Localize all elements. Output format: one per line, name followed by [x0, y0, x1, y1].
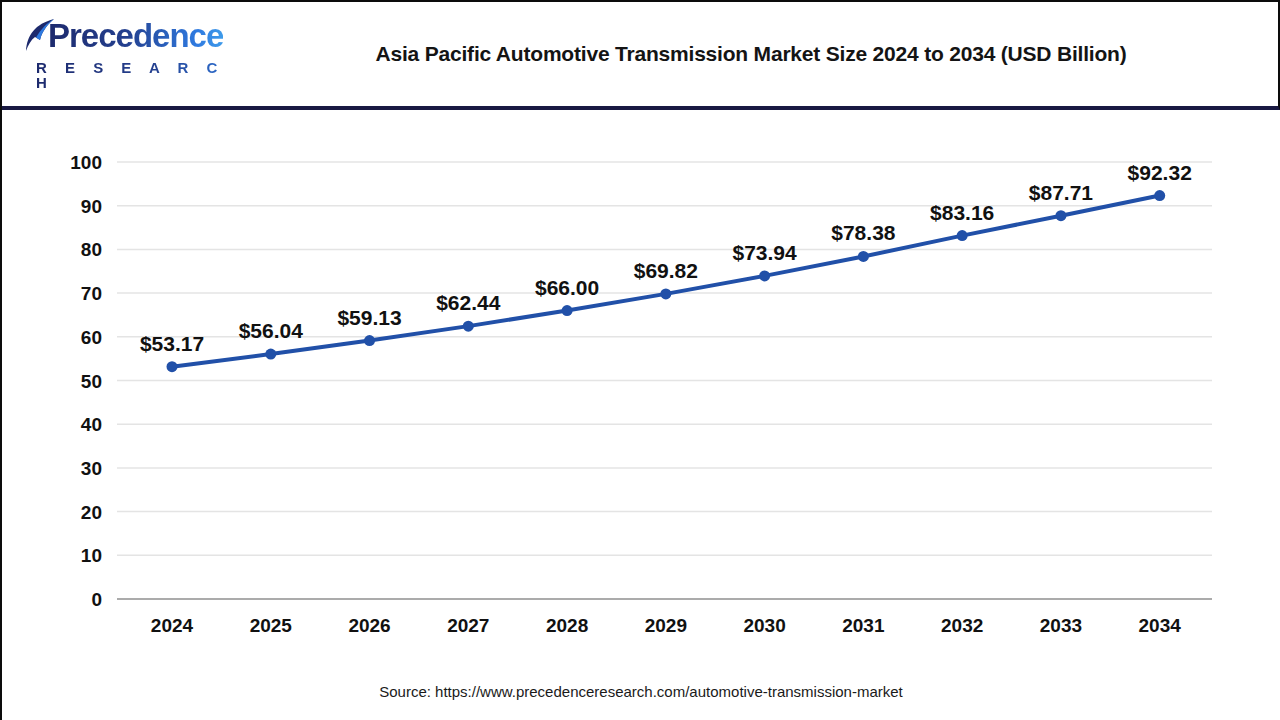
x-tick-label: 2025: [250, 615, 293, 636]
y-tick-label: 30: [81, 458, 102, 479]
y-tick-label: 60: [81, 327, 102, 348]
x-tick-label: 2033: [1040, 615, 1082, 636]
data-point: [463, 321, 474, 332]
data-point-label: $92.32: [1128, 161, 1192, 184]
market-size-line-chart: 0102030405060708090100202420252026202720…: [2, 110, 1280, 680]
x-tick-label: 2027: [447, 615, 489, 636]
data-point-label: $56.04: [239, 319, 304, 342]
data-point: [858, 251, 869, 262]
x-tick-label: 2028: [546, 615, 588, 636]
logo-quill-icon: [22, 17, 58, 57]
y-tick-label: 90: [81, 196, 102, 217]
data-point-label: $62.44: [436, 291, 501, 314]
x-tick-label: 2029: [645, 615, 687, 636]
data-point: [1154, 190, 1165, 201]
x-tick-label: 2034: [1139, 615, 1182, 636]
y-tick-label: 50: [81, 371, 102, 392]
data-point-label: $73.94: [733, 241, 798, 264]
y-tick-label: 40: [81, 414, 102, 435]
source-text: Source: https://www.precedenceresearch.c…: [2, 683, 1280, 700]
data-point: [167, 361, 178, 372]
header: Precedence R E S E A R C H Asia Pacific …: [2, 0, 1280, 110]
data-point-label: $69.82: [634, 259, 698, 282]
precedence-research-logo: Precedence R E S E A R C H: [2, 19, 250, 90]
logo-subtext: R E S E A R C H: [36, 60, 250, 90]
y-tick-label: 80: [81, 239, 102, 260]
data-point-label: $59.13: [337, 306, 401, 329]
page: Precedence R E S E A R C H Asia Pacific …: [0, 0, 1280, 720]
x-tick-label: 2026: [348, 615, 390, 636]
x-tick-label: 2024: [151, 615, 194, 636]
data-point-label: $83.16: [930, 201, 994, 224]
data-point-label: $78.38: [831, 221, 896, 244]
y-tick-label: 10: [81, 545, 102, 566]
data-point: [364, 335, 375, 346]
chart-title: Asia Pacific Automotive Transmission Mar…: [250, 42, 1278, 66]
y-tick-label: 0: [91, 589, 102, 610]
data-point-label: $53.17: [140, 332, 204, 355]
data-point: [957, 230, 968, 241]
data-point-label: $66.00: [535, 276, 599, 299]
x-tick-label: 2030: [743, 615, 785, 636]
y-tick-label: 20: [81, 502, 102, 523]
data-point: [660, 288, 671, 299]
y-tick-label: 70: [81, 283, 102, 304]
data-point: [562, 305, 573, 316]
data-point: [265, 349, 276, 360]
x-tick-label: 2031: [842, 615, 885, 636]
x-tick-label: 2032: [941, 615, 983, 636]
data-point: [1055, 210, 1066, 221]
logo-wordmark: Precedence: [48, 19, 223, 52]
data-point: [759, 270, 770, 281]
data-point-label: $87.71: [1029, 181, 1094, 204]
y-tick-label: 100: [70, 152, 102, 173]
